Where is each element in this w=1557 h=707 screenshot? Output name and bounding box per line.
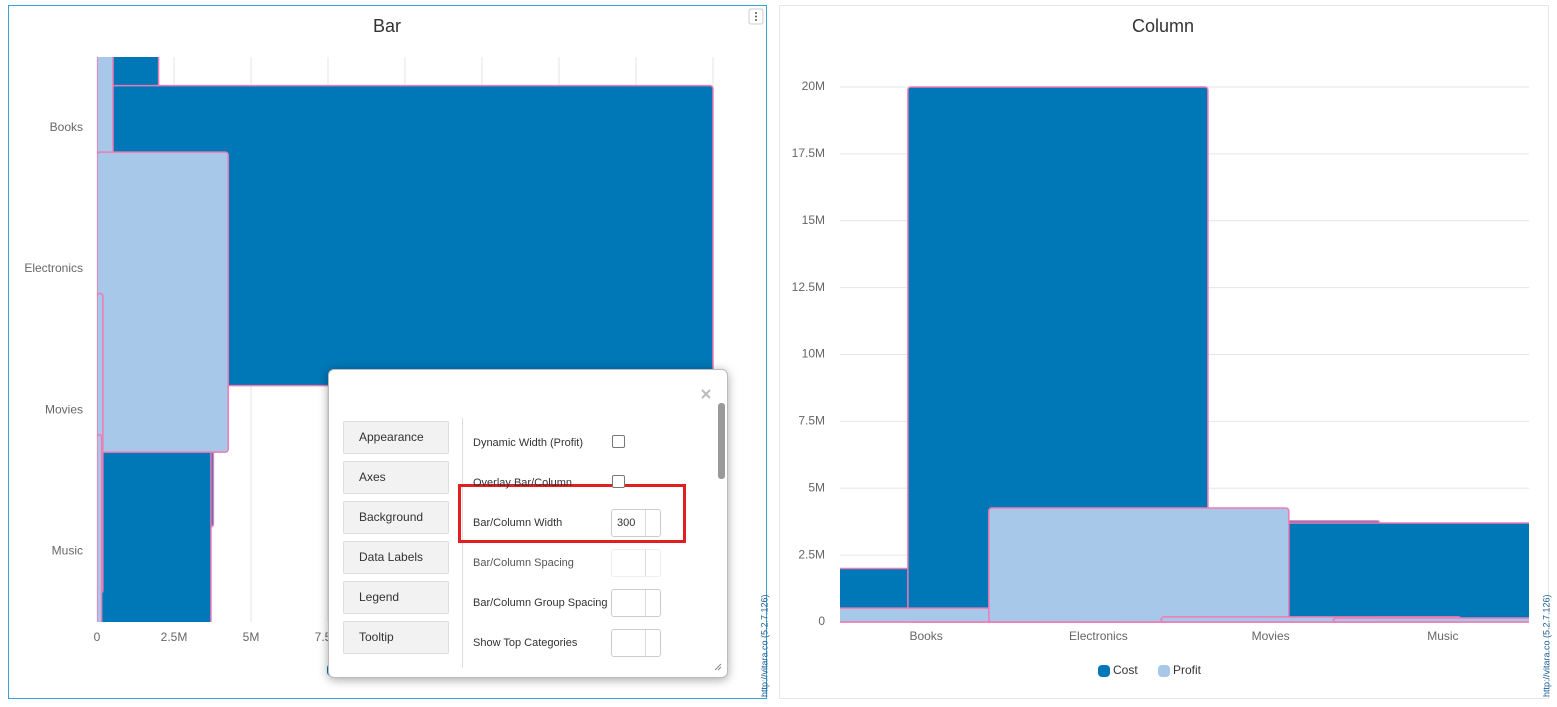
setting-label: Dynamic Width (Profit) <box>473 437 584 449</box>
x-tick-label: Electronics <box>1069 629 1128 643</box>
divider <box>462 418 463 668</box>
x-tick-label: 0 <box>94 630 101 644</box>
number-input[interactable] <box>611 629 661 657</box>
y-tick-label: Music <box>52 544 83 558</box>
y-tick-label: 15M <box>802 213 825 227</box>
y-tick-label: 0 <box>818 614 825 628</box>
y-tick-label: Books <box>50 120 83 134</box>
tab[interactable]: Tooltip <box>343 621 449 654</box>
setting-label: Bar/Column Spacing <box>473 557 574 569</box>
scrollbar[interactable] <box>718 403 725 479</box>
y-tick-label: 5M <box>808 480 825 494</box>
bar <box>1251 522 1529 623</box>
x-tick-label: Books <box>909 629 942 643</box>
x-tick-label: Music <box>1427 629 1458 643</box>
column-chart: 0 2.5M 5M 7.5M 10M 12.5M 15M 17.5M 20M Books Elect… <box>792 79 1529 677</box>
bar <box>97 151 229 453</box>
x-tick-label: 5M <box>243 630 260 644</box>
setting-label: Show Aggregate <box>473 677 554 678</box>
resize-handle[interactable] <box>714 663 722 671</box>
y-tick-label: 7.5M <box>798 414 825 428</box>
number-input[interactable] <box>611 549 661 577</box>
number-input[interactable] <box>611 589 661 617</box>
checkbox[interactable] <box>612 435 625 448</box>
legend-label: Cost <box>1113 663 1138 677</box>
setting-label: Overlay Bar/Column <box>473 477 573 489</box>
tab[interactable]: Legend <box>343 581 449 614</box>
y-tick-label: 12.5M <box>792 280 825 294</box>
y-tick-label: Movies <box>45 402 83 416</box>
y-tick-label: 17.5M <box>792 146 825 160</box>
watermark[interactable]: http://vitara.co (5.2.7.126) <box>1541 594 1551 697</box>
x-tick-label: 2.5M <box>161 630 188 644</box>
bars <box>97 57 714 622</box>
tab[interactable]: Data Labels <box>343 541 449 574</box>
highlight-box <box>458 484 686 543</box>
y-tick-label: 20M <box>802 79 825 93</box>
chart-title: Column <box>1132 16 1194 36</box>
bar <box>988 507 1290 623</box>
setting-label: Bar/Column Group Spacing <box>473 597 608 609</box>
legend-label: Profit <box>1173 663 1202 677</box>
tab[interactable]: Background <box>343 501 449 534</box>
y-tick-label: Electronics <box>24 261 83 275</box>
bars <box>840 86 1529 623</box>
x-tick-label: Movies <box>1252 629 1290 643</box>
setting-label: Bar/Column Width <box>473 517 563 529</box>
menu-button[interactable] <box>748 8 764 25</box>
setting-label: Show Top Categories <box>473 637 578 649</box>
bar <box>97 433 103 622</box>
tab[interactable]: Appearance <box>343 421 449 454</box>
bar <box>1332 617 1529 623</box>
y-tick-label: 10M <box>802 347 825 361</box>
number-input[interactable]: 300 <box>611 509 661 537</box>
settings-dialog: Appearance Axes Background Data Labels Legen… <box>328 369 728 678</box>
input-value: 300 <box>617 517 636 529</box>
tab[interactable]: Axes <box>343 461 449 494</box>
chart-title: Bar <box>373 16 401 36</box>
close-button[interactable] <box>700 388 712 400</box>
checkbox[interactable] <box>612 475 625 488</box>
legend-swatch <box>1098 665 1110 677</box>
y-tick-label: 2.5M <box>798 547 825 561</box>
watermark[interactable]: http://vitara.co (5.2.7.126) <box>759 594 769 697</box>
legend-swatch <box>1158 665 1170 677</box>
